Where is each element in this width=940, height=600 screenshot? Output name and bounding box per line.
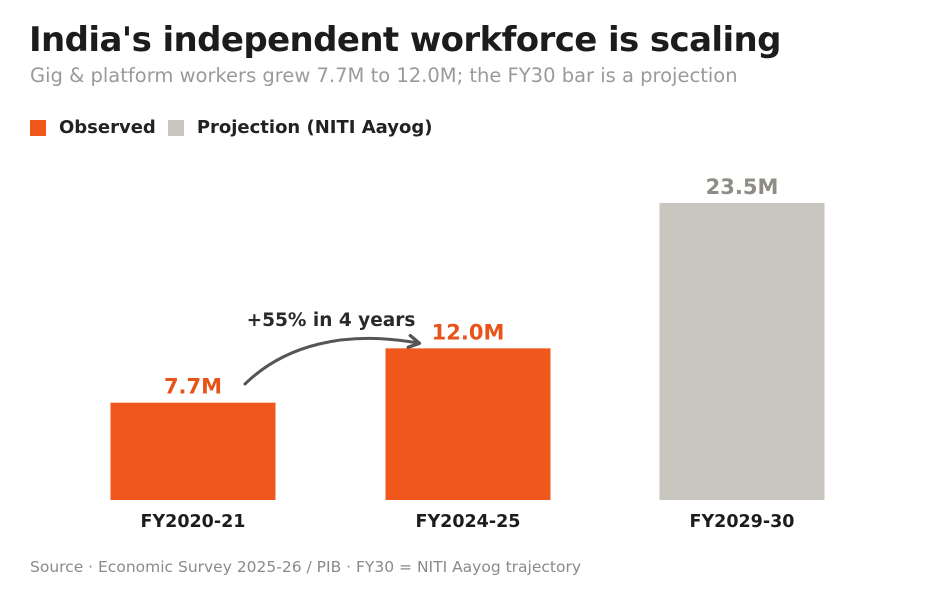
chart-title: India's independent workforce is scaling (29, 20, 781, 60)
legend-item-projection: Projection (NITI Aayog) (167, 117, 433, 138)
legend-item-observed: Observed (30, 117, 156, 138)
bar-value-label-fy2020-21: 7.7M (164, 375, 222, 399)
growth-annotation: +55% in 4 years (247, 310, 416, 331)
x-tick-label-fy2020-21: FY2020-21 (141, 512, 246, 532)
labels-layer: 7.7M FY2020-21 12.0M FY2024-25 23.5M FY2029-3… (141, 175, 795, 532)
x-tick-label-fy2024-25: FY2024-25 (416, 512, 521, 532)
legend-label-projection: Projection (NITI Aayog) (196, 117, 433, 138)
growth-arrow (243, 338, 418, 386)
bar-value-label-fy2029-30: 23.5M (706, 175, 779, 199)
annotation-layer: +55% in 4 years (243, 310, 418, 386)
bar-value-label-fy2024-25: 12.0M (432, 320, 505, 344)
bars-layer (110, 203, 825, 500)
bar-fy2020-21 (110, 402, 276, 500)
legend: Observed Projection (NITI Aayog) (30, 117, 444, 138)
legend-swatch-observed (30, 119, 46, 136)
legend-label-observed: Observed (59, 117, 156, 138)
chart-subtitle: Gig & platform workers grew 7.7M to 12.0… (30, 64, 738, 87)
legend-swatch-projection (167, 119, 184, 136)
bar-fy2029-30 (659, 203, 825, 500)
x-tick-label-fy2029-30: FY2029-30 (690, 512, 795, 532)
bar-fy2024-25 (385, 348, 551, 500)
source-note: Source · Economic Survey 2025-26 / PIB ·… (30, 558, 582, 576)
